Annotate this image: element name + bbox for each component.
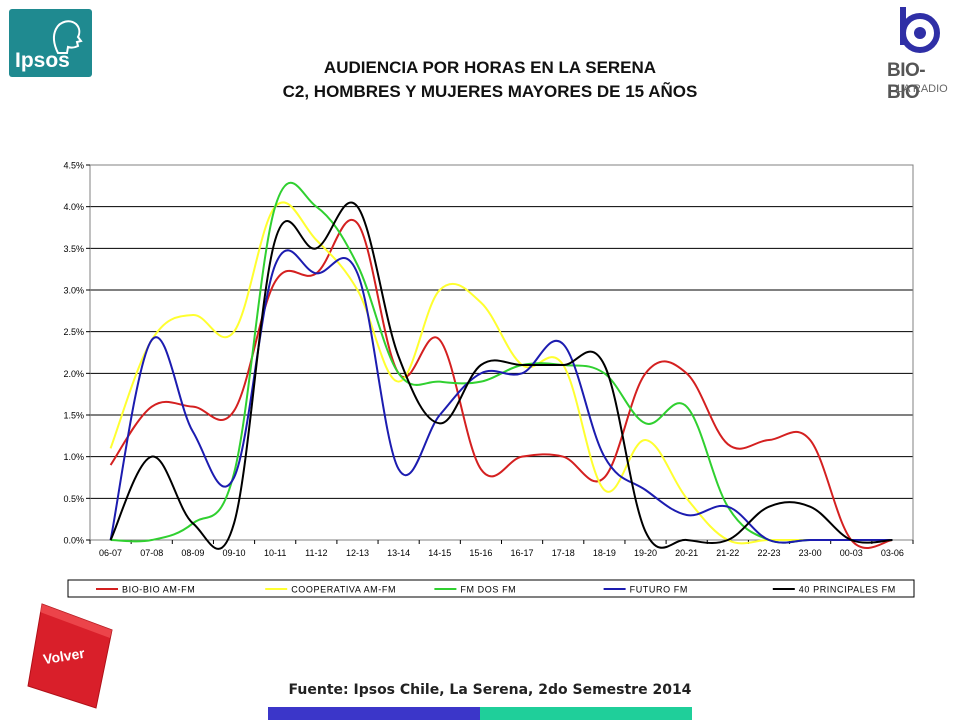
x-tick-label: 06-07 <box>99 548 122 558</box>
y-tick-label: 0.0% <box>63 536 84 546</box>
biobio-wordmark: BIO-BIO <box>887 60 926 103</box>
x-tick-label: 11-12 <box>305 548 327 558</box>
x-axis-ticks: 06-07 07-08 08-09 09-10 10-11 11-12 12-13 13-14… <box>89 540 914 558</box>
x-tick-label: 20-21 <box>675 548 698 558</box>
x-tick-label: 08-09 <box>181 548 204 558</box>
y-tick-label: 1.0% <box>63 452 84 462</box>
series-line-3 <box>110 181 893 544</box>
y-tick-label: 4.0% <box>63 202 84 212</box>
y-axis-ticks: 0.0% 0.5% 1.0% 1.5% 2.0% 2.5% 3.0% 3.5% 4.0% 4.5% <box>63 161 90 546</box>
biobio-logo: BIO-BIO LA RADIO <box>880 5 952 103</box>
title-line-2: C2, HOMBRES Y MUJERES MAYORES DE 15 AÑOS <box>282 82 698 101</box>
y-tick-label: 2.0% <box>63 369 84 379</box>
y-tick-label: 1.5% <box>63 411 84 421</box>
page-title: AUDIENCIA POR HORAS EN LA SERENA C2, HOM… <box>200 56 780 104</box>
x-tick-label: 15-16 <box>469 548 492 558</box>
legend-label: BIO-BIO AM-FM <box>122 585 195 595</box>
x-tick-label: 09-10 <box>223 548 246 558</box>
footer-bar-blue <box>268 707 480 720</box>
biobio-emblem-icon <box>900 7 940 53</box>
legend-label: COOPERATIVA AM-FM <box>291 585 396 595</box>
legend-box <box>67 579 915 598</box>
plot-area-border <box>89 164 914 541</box>
legend: BIO-BIO AM-FM COOPERATIVA AM-FM FM DOS FM F… <box>96 585 896 595</box>
footer-bar-teal <box>480 707 692 720</box>
series-line-1 <box>109 219 893 549</box>
y-tick-label: 3.0% <box>63 286 84 296</box>
x-tick-label: 12-13 <box>346 548 369 558</box>
source-note: Fuente: Ipsos Chile, La Serena, 2do Seme… <box>288 682 692 698</box>
series-line-4 <box>109 249 893 544</box>
volver-shape-icon <box>27 603 113 709</box>
x-tick-label: 10-11 <box>264 548 286 558</box>
x-tick-label: 00-03 <box>840 548 863 558</box>
series-line-2 <box>109 201 893 545</box>
x-tick-label: 14-15 <box>428 548 451 558</box>
x-tick-label: 13-14 <box>387 548 410 558</box>
biobio-subtitle: LA RADIO <box>897 83 948 95</box>
x-tick-label: 22-23 <box>757 548 780 558</box>
chart-grid <box>90 164 913 541</box>
ipsos-wordmark: Ipsos <box>15 49 70 72</box>
series-lines <box>109 181 893 550</box>
y-tick-label: 2.5% <box>63 327 84 337</box>
title-line-1: AUDIENCIA POR HORAS EN LA SERENA <box>323 58 657 77</box>
audience-line-chart: 0.0% 0.5% 1.0% 1.5% 2.0% 2.5% 3.0% 3.5% 4.0% 4.5%… <box>63 161 915 598</box>
legend-label: 40 PRINCIPALES FM <box>799 585 896 595</box>
x-tick-label: 17-18 <box>552 548 575 558</box>
x-tick-label: 21-22 <box>716 548 739 558</box>
y-tick-label: 0.5% <box>63 494 84 504</box>
x-tick-label: 19-20 <box>634 548 657 558</box>
x-tick-label: 23-00 <box>799 548 822 558</box>
volver-button[interactable]: Volver <box>26 602 114 710</box>
y-tick-label: 3.5% <box>63 244 84 254</box>
y-tick-label: 4.5% <box>63 161 84 171</box>
x-tick-label: 16-17 <box>511 548 534 558</box>
ipsos-face-icon <box>52 20 83 54</box>
legend-label: FM DOS FM <box>460 585 516 595</box>
x-tick-label: 18-19 <box>593 548 616 558</box>
legend-label: FUTURO FM <box>630 585 688 595</box>
series-line-5 <box>109 201 893 550</box>
ipsos-logo: Ipsos <box>9 9 92 77</box>
x-tick-label: 07-08 <box>140 548 163 558</box>
x-tick-label: 03-06 <box>881 548 904 558</box>
